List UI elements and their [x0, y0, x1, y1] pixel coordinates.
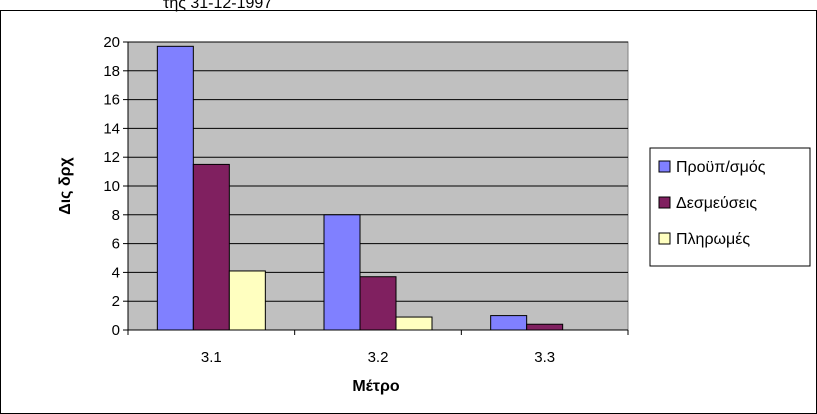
- x-axis-ticks: 3.1 3.2 3.3: [127, 330, 629, 366]
- x-axis-title: Μέτρο: [352, 378, 400, 395]
- legend-label: Προϋπ/σμός: [676, 159, 766, 176]
- bar: [526, 323, 564, 331]
- y-tick-label: 14: [103, 120, 120, 137]
- y-tick-label: 12: [103, 149, 120, 166]
- y-tick-label: 0: [112, 322, 120, 339]
- chart-title-fragment: της 31-12-1997: [163, 0, 272, 12]
- bar: [323, 214, 361, 331]
- legend-box: [649, 147, 811, 267]
- y-tick-label: 4: [112, 264, 120, 281]
- y-tick-label: 20: [103, 34, 120, 51]
- y-axis-ticks: 0 2 4 6 8 10 12 14 16 18 20: [103, 34, 128, 339]
- x-tick-label: 3.3: [534, 349, 555, 366]
- bar: [395, 316, 433, 331]
- legend-label: Πληρωμές: [676, 231, 750, 248]
- y-tick-label: 10: [103, 178, 120, 195]
- y-tick-label: 2: [112, 293, 120, 310]
- legend-swatch: [658, 196, 671, 209]
- y-tick-label: 8: [112, 207, 120, 224]
- x-tick-label: 3.1: [201, 349, 222, 366]
- y-tick-label: 18: [103, 63, 120, 80]
- bar: [490, 315, 528, 331]
- y-axis-title: Δις δρχ: [57, 156, 74, 214]
- bar: [192, 163, 230, 331]
- bar: [228, 270, 266, 331]
- bar: [156, 45, 194, 331]
- legend-swatch: [658, 232, 671, 245]
- legend-swatch: [658, 160, 671, 173]
- y-tick-label: 16: [103, 92, 120, 109]
- legend: Προϋπ/σμός Δεσμεύσεις Πληρωμές: [649, 147, 811, 267]
- x-tick-label: 3.2: [368, 349, 389, 366]
- legend-label: Δεσμεύσεις: [676, 195, 757, 212]
- bar: [359, 276, 397, 331]
- y-tick-label: 6: [112, 236, 120, 253]
